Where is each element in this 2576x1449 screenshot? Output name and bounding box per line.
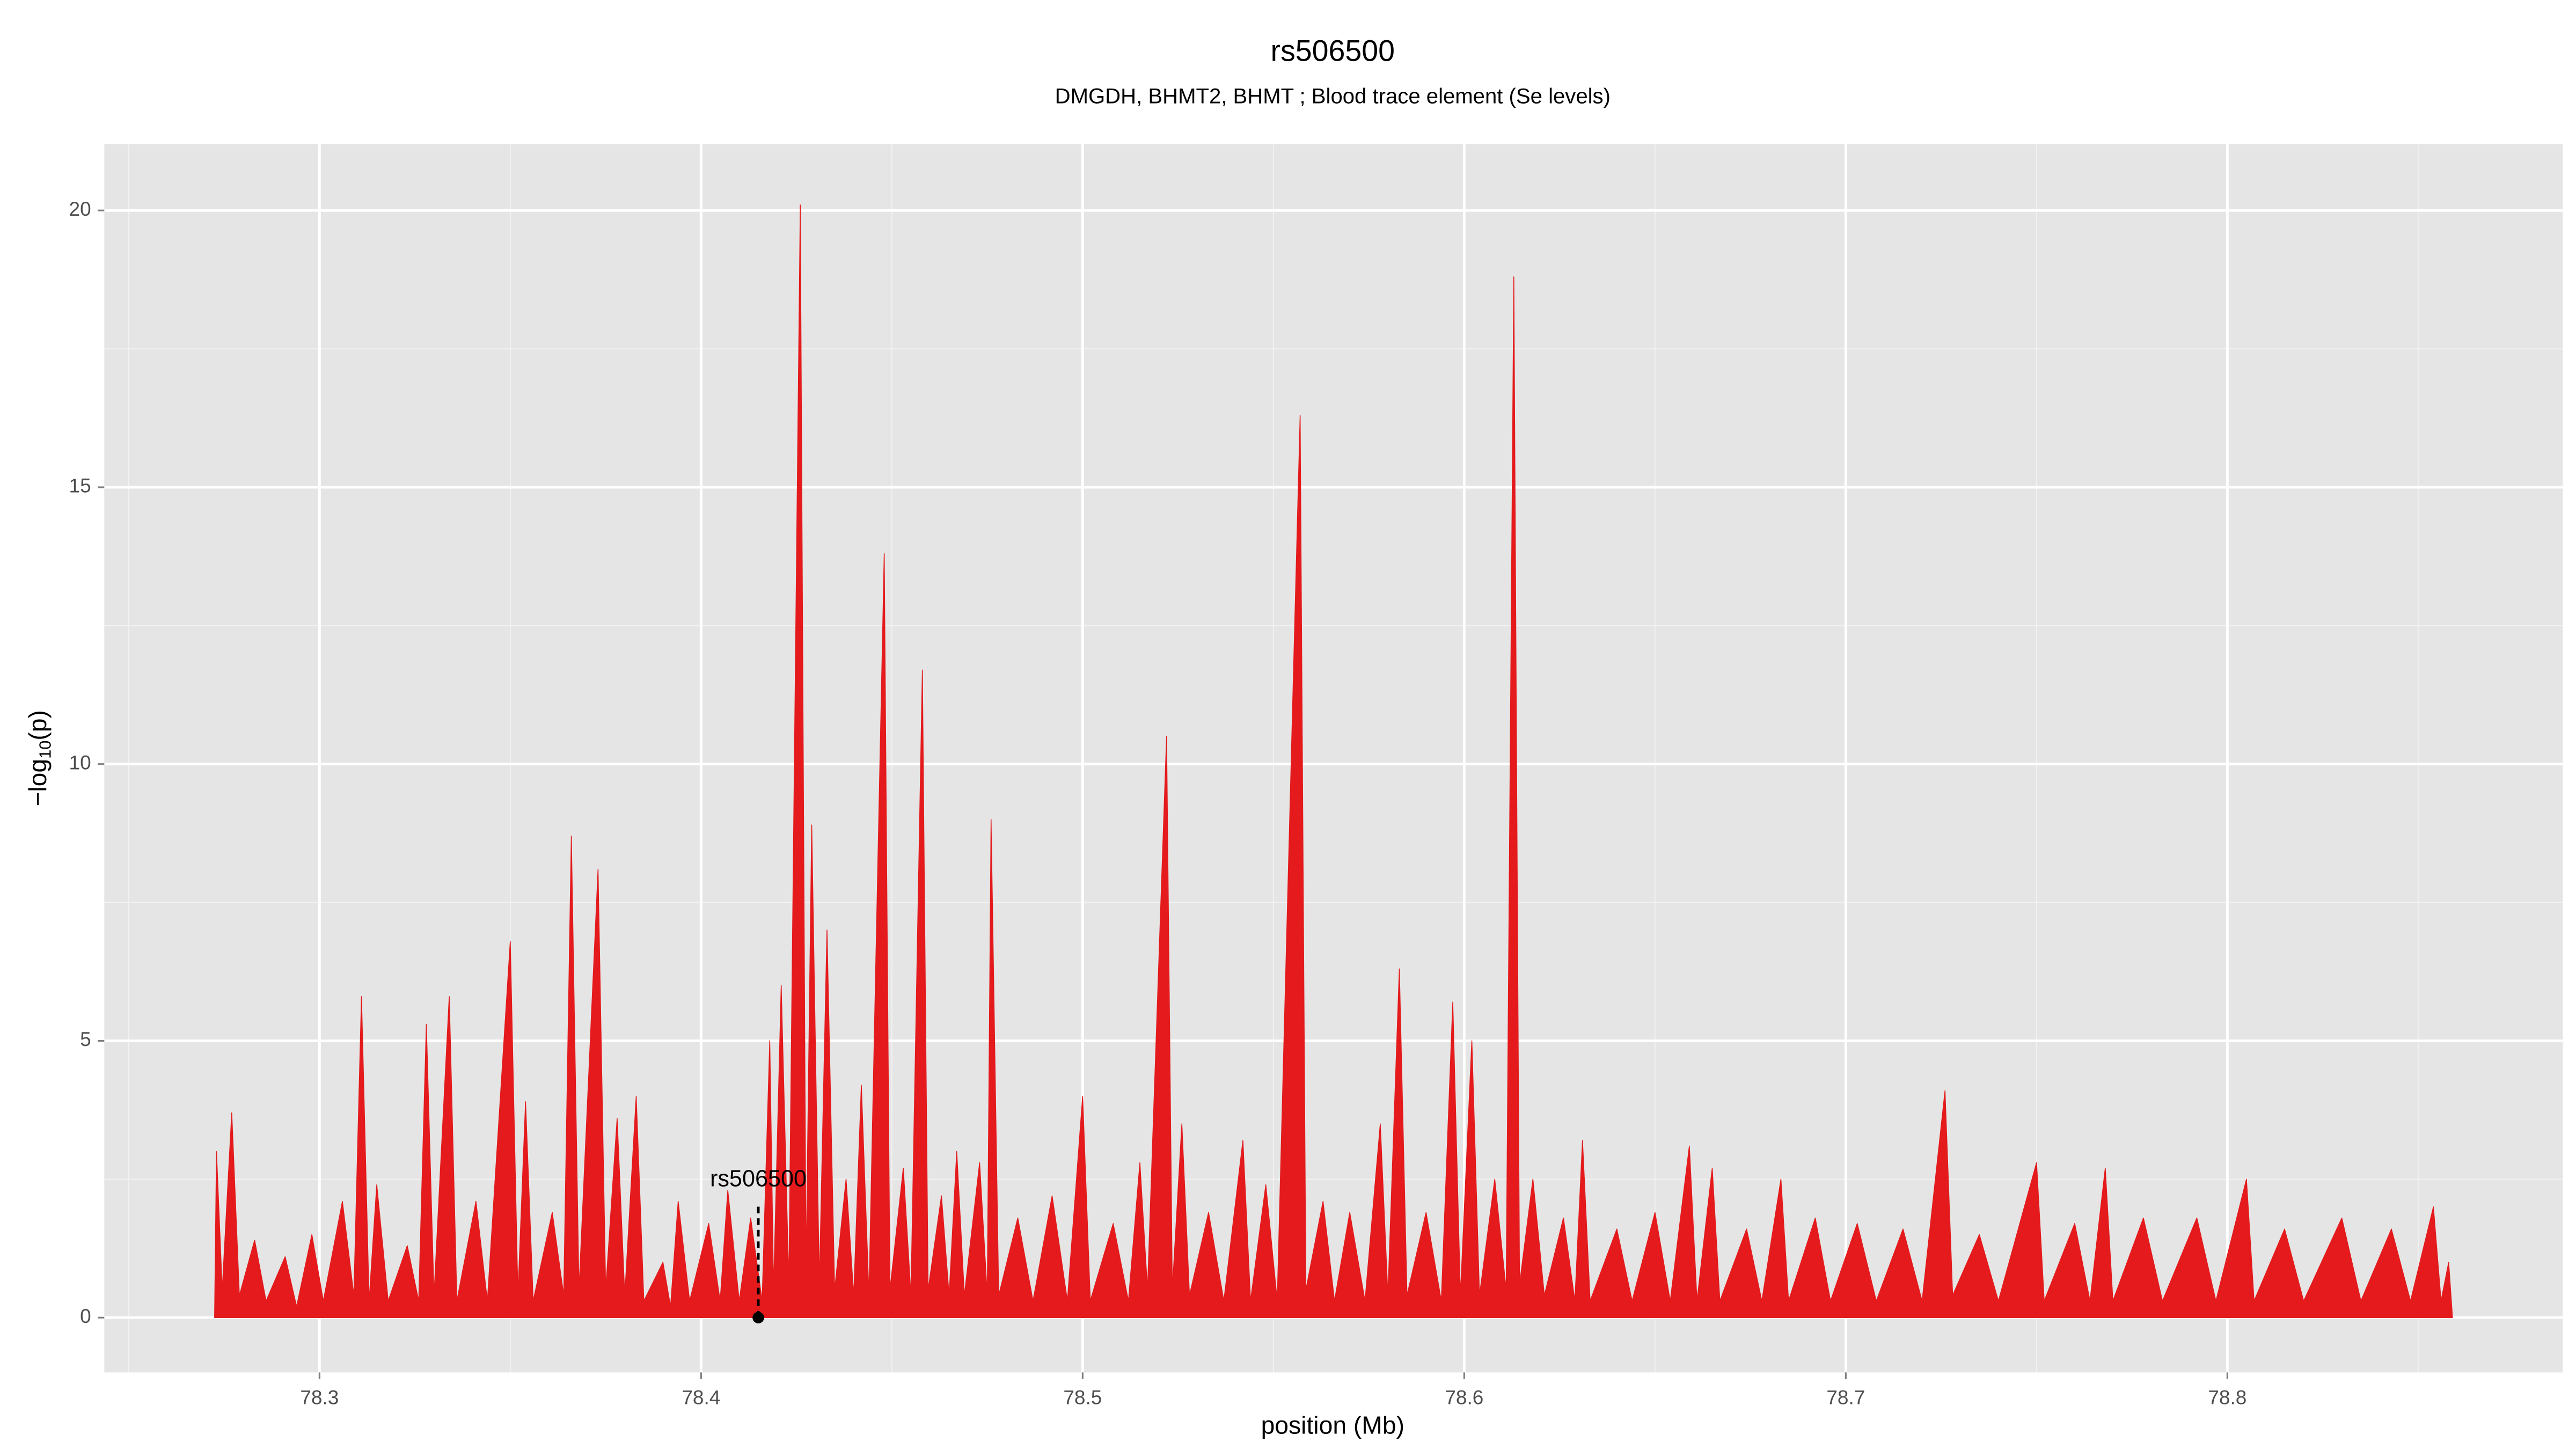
x-tick-label: 78.6 (1445, 1386, 1483, 1408)
x-tick-label: 78.4 (682, 1386, 720, 1408)
y-label-prefix: −log (24, 759, 52, 807)
annotation-label: rs506500 (710, 1166, 807, 1192)
y-label-sub: 10 (36, 741, 55, 759)
area (214, 204, 2453, 1318)
x-tick-label: 78.8 (2208, 1386, 2246, 1408)
y-tick-label: 15 (69, 474, 91, 497)
chart-subtitle: DMGDH, BHMT2, BHMT ; Blood trace element… (1055, 85, 1611, 108)
y-tick-label: 10 (69, 751, 91, 773)
x-tick-label: 78.5 (1063, 1386, 1102, 1408)
y-tick-label: 0 (80, 1305, 91, 1327)
x-tick-label: 78.7 (1826, 1386, 1865, 1408)
x-tick-label: 78.3 (300, 1386, 339, 1408)
plot-panel (104, 144, 2563, 1373)
x-axis-label: position (Mb) (1261, 1411, 1404, 1439)
chart-title: rs506500 (1271, 34, 1395, 67)
y-tick-label: 20 (69, 197, 91, 220)
y-label-suffix: (p) (24, 710, 52, 741)
y-axis-label: −log10(p) (24, 710, 54, 807)
y-tick-label: 5 (80, 1028, 91, 1050)
marks: rs506500 (214, 204, 2453, 1324)
annotation-point (752, 1312, 764, 1324)
